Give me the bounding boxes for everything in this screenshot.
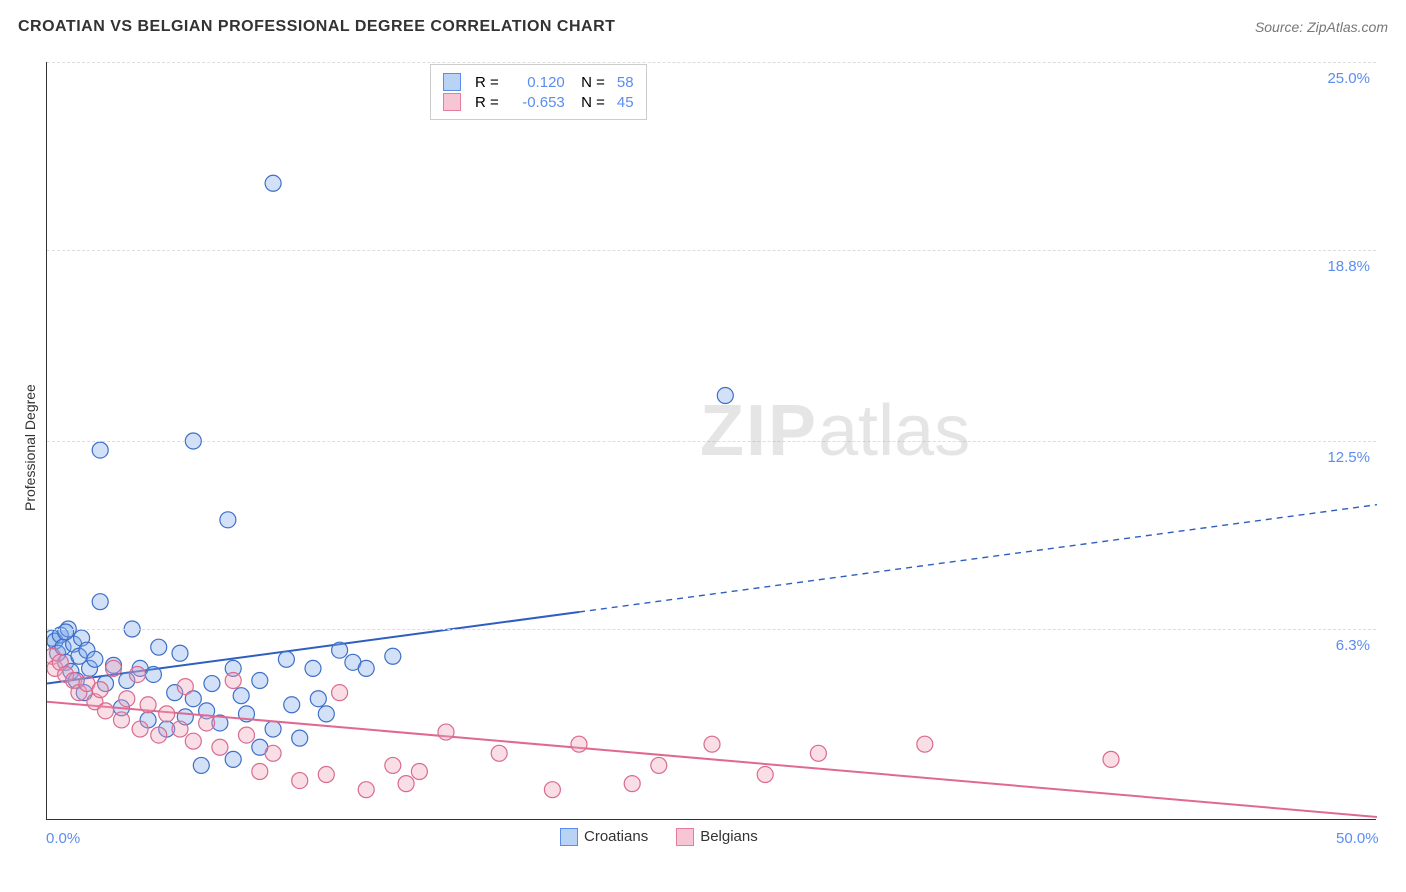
- stat-n-value: 58: [617, 74, 634, 91]
- stats-row: R = -0.653 N = 45: [443, 93, 634, 111]
- gridline: [47, 62, 1376, 63]
- stats-row: R = 0.120 N = 58: [443, 73, 634, 91]
- legend-swatch: [443, 73, 461, 91]
- legend-label: Croatians: [584, 828, 648, 845]
- y-axis-label: Professional Degree: [22, 384, 38, 511]
- legend-swatch: [443, 93, 461, 111]
- stat-r-label: R =: [475, 94, 499, 111]
- ytick-label: 12.5%: [1327, 449, 1370, 466]
- source-label: Source: ZipAtlas.com: [1255, 19, 1388, 35]
- xtick-label: 50.0%: [1336, 830, 1379, 847]
- stat-n-label: N =: [573, 74, 605, 91]
- chart-title: CROATIAN VS BELGIAN PROFESSIONAL DEGREE …: [18, 18, 615, 36]
- stat-n-value: 45: [617, 94, 634, 111]
- gridline: [47, 629, 1376, 630]
- ytick-label: 25.0%: [1327, 70, 1370, 87]
- plot-area: 6.3% 12.5% 18.8% 25.0%: [46, 62, 1376, 820]
- gridline: [47, 250, 1376, 251]
- stat-r-label: R =: [475, 74, 499, 91]
- stat-r-value: -0.653: [511, 94, 565, 111]
- stat-n-label: N =: [573, 94, 605, 111]
- stats-box: R = 0.120 N = 58 R = -0.653 N = 45: [430, 64, 647, 120]
- legend-swatch: [676, 828, 694, 846]
- ytick-label: 6.3%: [1336, 637, 1370, 654]
- gridline: [47, 441, 1376, 442]
- bottom-legend: Croatians Belgians: [560, 828, 758, 846]
- stat-r-value: 0.120: [511, 74, 565, 91]
- legend-swatch: [560, 828, 578, 846]
- legend-label: Belgians: [700, 828, 758, 845]
- title-bar: CROATIAN VS BELGIAN PROFESSIONAL DEGREE …: [18, 18, 1388, 36]
- ytick-label: 18.8%: [1327, 258, 1370, 275]
- legend-item: Belgians: [676, 828, 758, 846]
- legend-item: Croatians: [560, 828, 648, 846]
- xtick-label: 0.0%: [46, 830, 80, 847]
